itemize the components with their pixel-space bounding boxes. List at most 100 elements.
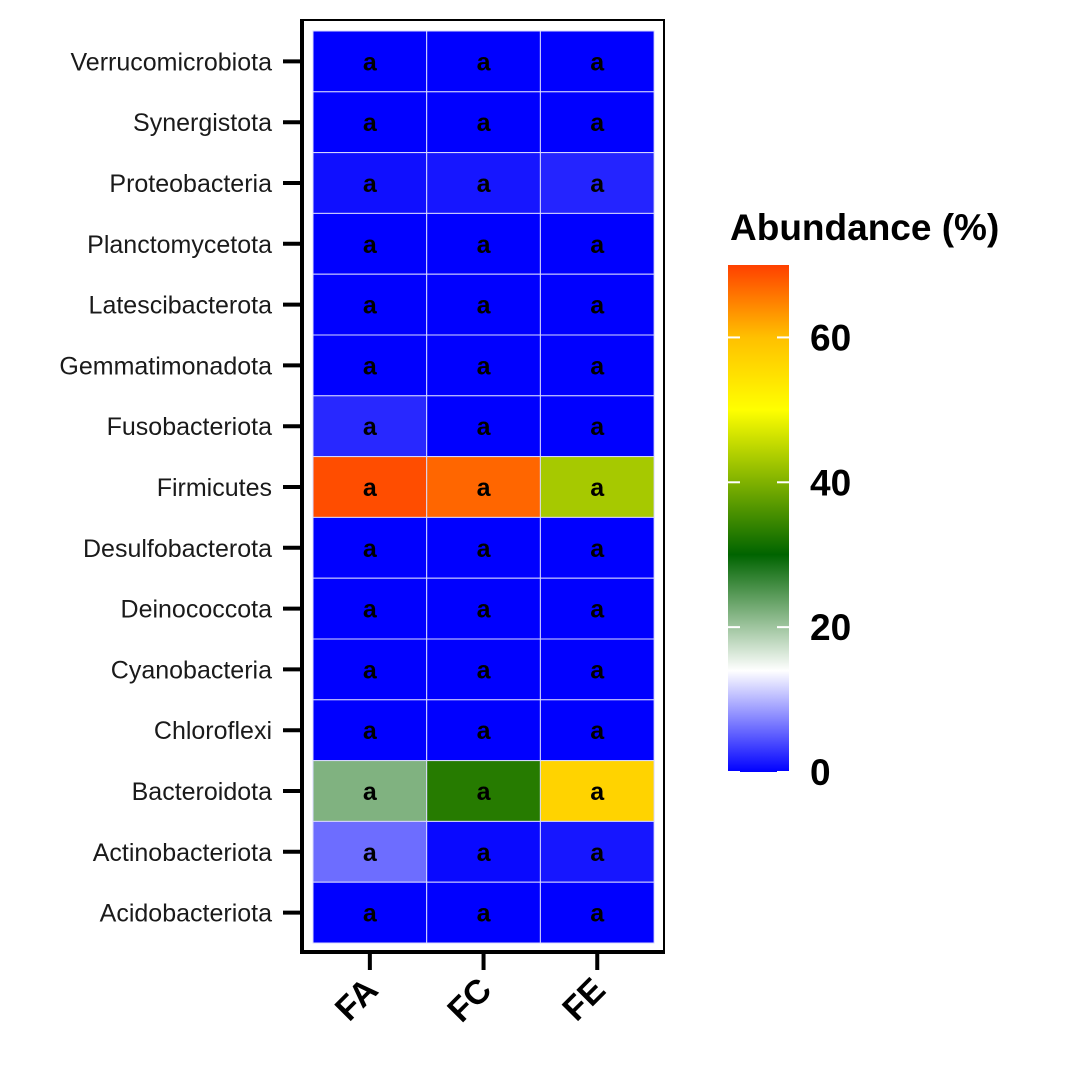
cell-label: a: [590, 231, 605, 259]
heatmap-cell: [312, 760, 428, 822]
heatmap-cell: [539, 334, 655, 397]
y-axis-labels: Verrucomicrobiota Synergistota Proteobacte…: [59, 48, 302, 928]
cell-label: a: [590, 656, 605, 684]
y-tick-label: Latescibacterota: [89, 292, 273, 320]
legend-tick-label: 0: [810, 752, 831, 793]
legend-tick-label: 60: [810, 317, 851, 358]
cell-label: a: [590, 900, 605, 928]
cell-label: a: [590, 170, 605, 198]
legend-tick-label: 20: [810, 607, 851, 648]
heatmap-cell: [539, 456, 655, 518]
heatmap-cell: [312, 577, 428, 640]
y-tick-label: Synergistota: [133, 109, 272, 137]
color-legend: Abundance (%) 0 20 40 60: [728, 207, 999, 793]
y-tick-label: Verrucomicrobiota: [71, 48, 273, 76]
cell-label: a: [363, 596, 378, 624]
cell-label: a: [590, 596, 605, 624]
cell-label: a: [477, 170, 492, 198]
cell-label: a: [590, 292, 605, 320]
cell-label: a: [363, 535, 378, 563]
cell-label: a: [590, 352, 605, 380]
heatmap-cell: [426, 91, 541, 154]
cell-label: a: [477, 292, 492, 320]
y-tick-label: Planctomycetota: [87, 231, 272, 259]
legend-colorbar: [728, 265, 789, 772]
y-tick-label: Deinococcota: [121, 596, 273, 624]
heatmap-cell: [539, 212, 655, 275]
cell-label: a: [590, 48, 605, 76]
heatmap-cell: [426, 456, 541, 518]
heatmap-cell: [539, 577, 655, 640]
y-tick-label: Gemmatimonadota: [59, 352, 272, 380]
heatmap-cell: [539, 638, 655, 701]
y-tick-label: Actinobacteriota: [93, 839, 272, 867]
cell-label: a: [363, 717, 378, 745]
y-tick-label: Desulfobacterota: [83, 535, 272, 563]
cell-label: a: [477, 48, 492, 76]
heatmap-cell: [426, 699, 541, 762]
heatmap-cell: [312, 456, 428, 518]
heatmap-cell: [426, 273, 541, 336]
x-axis-labels: FA FC FE: [328, 952, 613, 1030]
cell-label: a: [363, 48, 378, 76]
legend-title: Abundance (%): [730, 207, 999, 248]
heatmap-cell: [312, 516, 428, 579]
legend-tick-label: 40: [810, 462, 851, 503]
heatmap-cell: [312, 820, 428, 883]
heatmap-cells: a a a a a a a a a a a a a a a a a a a a a a a a a a a a a a a a a a a a a a a a…: [312, 30, 655, 944]
cell-label: a: [590, 474, 605, 502]
cell-label: a: [477, 596, 492, 624]
cell-label: a: [363, 778, 378, 806]
heatmap-cell: [426, 577, 541, 640]
cell-label: a: [590, 109, 605, 137]
y-tick-label: Chloroflexi: [154, 717, 272, 745]
cell-label: a: [477, 839, 492, 867]
heatmap-cell: [539, 881, 655, 944]
cell-label: a: [363, 413, 378, 441]
x-tick-label: FA: [328, 971, 386, 1029]
y-tick-label: Cyanobacteria: [111, 656, 272, 684]
heatmap-cell: [312, 30, 428, 93]
cell-label: a: [477, 656, 492, 684]
cell-label: a: [590, 717, 605, 745]
cell-label: a: [477, 900, 492, 928]
heatmap-cell: [312, 881, 428, 944]
cell-label: a: [477, 778, 492, 806]
y-tick-label: Fusobacteriota: [107, 413, 272, 441]
heatmap-cell: [312, 91, 428, 154]
y-tick-label: Proteobacteria: [109, 170, 272, 198]
heatmap-cell: [539, 30, 655, 93]
heatmap-cell: [312, 273, 428, 336]
cell-label: a: [363, 900, 378, 928]
cell-label: a: [477, 474, 492, 502]
heatmap-cell: [312, 638, 428, 701]
cell-label: a: [477, 413, 492, 441]
heatmap-cell: [426, 30, 541, 93]
cell-label: a: [590, 535, 605, 563]
heatmap-cell: [539, 760, 655, 822]
heatmap-cell: [426, 395, 541, 458]
heatmap-cell: [312, 212, 428, 275]
cell-label: a: [363, 839, 378, 867]
heatmap-cell: [426, 760, 541, 822]
heatmap-cell: [539, 699, 655, 762]
cell-label: a: [590, 839, 605, 867]
x-tick-label: FC: [440, 971, 499, 1030]
cell-label: a: [363, 109, 378, 137]
heatmap-cell: [312, 395, 428, 458]
cell-label: a: [363, 352, 378, 380]
heatmap-cell: [426, 152, 541, 214]
heatmap-cell: [539, 820, 655, 883]
heatmap-cell: [539, 273, 655, 336]
cell-label: a: [363, 170, 378, 198]
cell-label: a: [590, 413, 605, 441]
cell-label: a: [477, 717, 492, 745]
legend-ticks: 0 20 40 60: [728, 317, 851, 793]
heatmap-cell: [539, 91, 655, 154]
cell-label: a: [363, 656, 378, 684]
cell-label: a: [590, 778, 605, 806]
cell-label: a: [477, 109, 492, 137]
heatmap-cell: [539, 516, 655, 579]
y-tick-label: Firmicutes: [157, 474, 272, 502]
